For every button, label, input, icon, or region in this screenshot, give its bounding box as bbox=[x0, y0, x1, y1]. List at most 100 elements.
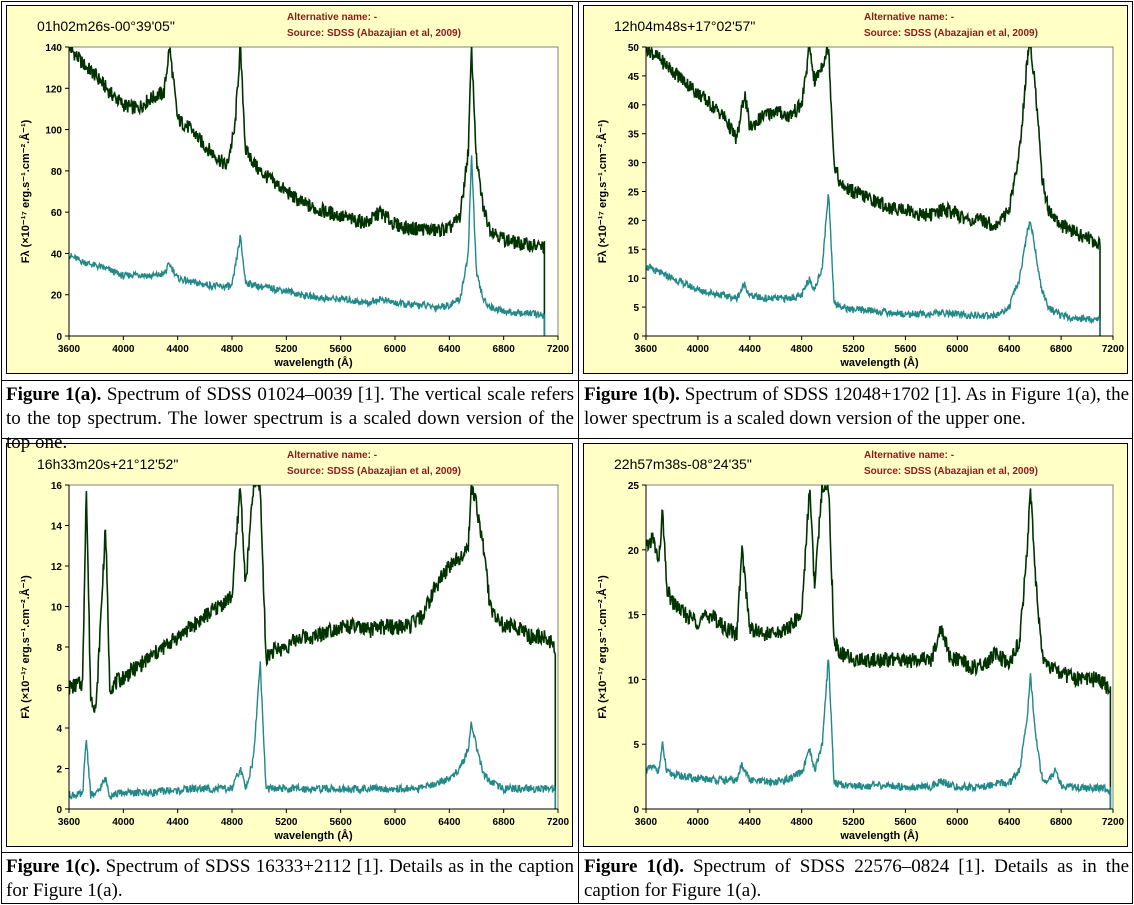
scaled-spectrum-line bbox=[646, 194, 1101, 336]
y-tick-label: 0 bbox=[633, 332, 639, 343]
object-coordinates: 16h33m20s+21°12'52" bbox=[37, 456, 178, 472]
x-tick-label: 6400 bbox=[998, 817, 1021, 828]
y-tick-label: 16 bbox=[51, 481, 63, 492]
top-spectrum-line bbox=[646, 47, 1101, 336]
x-tick-label: 4400 bbox=[167, 344, 190, 355]
y-tick-label: 12 bbox=[51, 562, 63, 573]
x-tick-label: 3600 bbox=[58, 817, 81, 828]
x-tick-label: 5200 bbox=[275, 817, 298, 828]
alternative-name-label: Alternative name: - bbox=[864, 12, 954, 23]
caption-label-d: Figure 1(d). bbox=[584, 856, 684, 877]
caption-a: Figure 1(a). Spectrum of SDSS 01024–0039… bbox=[6, 383, 574, 455]
y-tick-label: 0 bbox=[56, 805, 62, 816]
chart-svg-d: 22h57m38s-08°24'35" Alternative name: - So… bbox=[596, 450, 1125, 842]
chart-svg-b: 12h04m48s+17°02'57" Alternative name: - So… bbox=[596, 12, 1125, 369]
caption-cell-b bbox=[578, 380, 1133, 439]
x-tick-label: 5200 bbox=[842, 817, 865, 828]
chart-svg-a: 01h02m26s-00°39'05" Alternative name: - So… bbox=[19, 12, 570, 369]
y-tick-label: 120 bbox=[45, 84, 62, 95]
y-tick-label: 20 bbox=[628, 546, 640, 557]
alternative-name-label: Alternative name: - bbox=[287, 12, 377, 23]
x-tick-label: 7200 bbox=[1102, 344, 1125, 355]
y-tick-label: 8 bbox=[56, 643, 62, 654]
y-tick-label: 2 bbox=[56, 765, 62, 776]
x-tick-label: 5600 bbox=[330, 344, 353, 355]
x-tick-label: 6000 bbox=[946, 344, 969, 355]
x-tick-label: 5600 bbox=[894, 344, 917, 355]
y-tick-label: 4 bbox=[56, 724, 62, 735]
y-tick-label: 45 bbox=[628, 72, 640, 83]
caption-text-b: Spectrum of SDSS 12048+1702 [1]. As in F… bbox=[584, 384, 1130, 429]
y-tick-label: 60 bbox=[51, 208, 63, 219]
x-tick-label: 4000 bbox=[112, 344, 135, 355]
scaled-spectrum-line bbox=[69, 155, 546, 336]
source-label: Source: SDSS (Abazajian et al, 2009) bbox=[287, 466, 461, 477]
caption-d: Figure 1(d). Spectrum of SDSS 22576–0824… bbox=[584, 855, 1129, 903]
chart-svg-c: 16h33m20s+21°12'52" Alternative name: - So… bbox=[19, 450, 570, 842]
spectrum-chart-b: 12h04m48s+17°02'57" Alternative name: - So… bbox=[583, 5, 1128, 374]
object-coordinates: 12h04m48s+17°02'57" bbox=[614, 18, 755, 34]
x-tick-label: 4400 bbox=[739, 817, 762, 828]
y-tick-label: 10 bbox=[628, 274, 640, 285]
y-tick-label: 20 bbox=[51, 291, 63, 302]
spectrum-chart-c: 16h33m20s+21°12'52" Alternative name: - So… bbox=[6, 443, 573, 847]
source-label: Source: SDSS (Abazajian et al, 2009) bbox=[287, 28, 461, 39]
alternative-name-label: Alternative name: - bbox=[287, 450, 377, 461]
object-coordinates: 22h57m38s-08°24'35" bbox=[614, 456, 752, 472]
scaled-spectrum-line bbox=[646, 659, 1112, 809]
caption-text-d: Spectrum of SDSS 22576–0824 [1]. Details… bbox=[584, 856, 1130, 901]
top-spectrum-line bbox=[69, 485, 557, 809]
caption-text-c: Spectrum of SDSS 16333+2112 [1]. Details… bbox=[6, 856, 575, 901]
x-tick-label: 6800 bbox=[1050, 817, 1073, 828]
x-tick-label: 4800 bbox=[221, 344, 244, 355]
scaled-spectrum-line bbox=[69, 661, 556, 809]
plot-area bbox=[645, 484, 1114, 810]
caption-text-a: Spectrum of SDSS 01024–0039 [1]. The ver… bbox=[6, 384, 574, 453]
x-tick-label: 4000 bbox=[112, 817, 135, 828]
source-label: Source: SDSS (Abazajian et al, 2009) bbox=[864, 466, 1038, 477]
x-tick-label: 4000 bbox=[687, 817, 710, 828]
x-tick-label: 5600 bbox=[330, 817, 353, 828]
y-tick-label: 6 bbox=[56, 684, 62, 695]
caption-label-a: Figure 1(a). bbox=[6, 384, 102, 405]
x-tick-label: 6000 bbox=[384, 344, 407, 355]
x-tick-label: 3600 bbox=[58, 344, 81, 355]
x-tick-label: 7200 bbox=[547, 344, 570, 355]
y-tick-label: 25 bbox=[628, 188, 640, 199]
y-tick-label: 0 bbox=[633, 805, 639, 816]
spectrum-chart-d: 22h57m38s-08°24'35" Alternative name: - So… bbox=[583, 443, 1128, 847]
y-axis-label: Fλ (×10⁻¹⁷ erg.s⁻¹.cm⁻².Å⁻¹) bbox=[19, 575, 32, 719]
plot-area bbox=[68, 484, 559, 810]
y-tick-label: 25 bbox=[628, 481, 640, 492]
x-tick-label: 4400 bbox=[739, 344, 762, 355]
x-axis-label: wavelength (Å) bbox=[839, 356, 919, 369]
caption-c: Figure 1(c). Spectrum of SDSS 16333+2112… bbox=[6, 855, 574, 903]
x-tick-label: 6800 bbox=[493, 344, 516, 355]
y-tick-label: 100 bbox=[45, 126, 62, 137]
x-axis-label: wavelength (Å) bbox=[273, 829, 353, 842]
caption-cell-d bbox=[578, 852, 1133, 904]
x-tick-label: 3600 bbox=[635, 344, 658, 355]
y-tick-label: 140 bbox=[45, 43, 62, 54]
x-tick-label: 6800 bbox=[493, 817, 516, 828]
object-coordinates: 01h02m26s-00°39'05" bbox=[37, 18, 175, 34]
x-tick-label: 6000 bbox=[946, 817, 969, 828]
y-tick-label: 40 bbox=[628, 101, 640, 112]
x-tick-label: 4800 bbox=[791, 344, 814, 355]
y-axis-label: Fλ (×10⁻¹⁷ erg.s⁻¹.cm⁻².Å⁻¹) bbox=[596, 575, 609, 719]
y-tick-label: 35 bbox=[628, 130, 640, 141]
x-tick-label: 6400 bbox=[438, 817, 461, 828]
source-label: Source: SDSS (Abazajian et al, 2009) bbox=[864, 28, 1038, 39]
y-tick-label: 10 bbox=[628, 675, 640, 686]
top-spectrum-line bbox=[646, 485, 1112, 809]
y-tick-label: 80 bbox=[51, 167, 63, 178]
y-tick-label: 20 bbox=[628, 216, 640, 227]
y-axis-label: Fλ (×10⁻¹⁷ erg.s⁻¹.cm⁻².Å⁻¹) bbox=[596, 119, 609, 263]
x-tick-label: 6000 bbox=[384, 817, 407, 828]
alternative-name-label: Alternative name: - bbox=[864, 450, 954, 461]
x-tick-label: 5200 bbox=[842, 344, 865, 355]
y-tick-label: 15 bbox=[628, 611, 640, 622]
y-tick-label: 10 bbox=[51, 603, 63, 614]
caption-label-c: Figure 1(c). bbox=[6, 856, 101, 877]
